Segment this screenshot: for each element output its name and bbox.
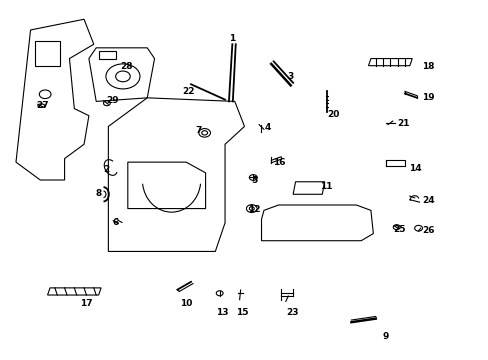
Text: 3: 3 — [287, 72, 293, 81]
Text: 23: 23 — [285, 308, 298, 317]
Text: 5: 5 — [250, 176, 257, 185]
Text: 19: 19 — [421, 93, 434, 102]
Text: 10: 10 — [180, 299, 192, 308]
Text: 11: 11 — [319, 182, 332, 191]
Text: 14: 14 — [408, 164, 421, 173]
Text: 18: 18 — [421, 62, 434, 71]
Text: 16: 16 — [273, 158, 285, 167]
Text: 4: 4 — [264, 123, 270, 132]
Text: 15: 15 — [235, 308, 248, 317]
Text: 13: 13 — [216, 308, 228, 317]
Text: 20: 20 — [326, 111, 339, 120]
Text: 2: 2 — [102, 165, 109, 174]
Text: 29: 29 — [106, 96, 118, 105]
Text: 21: 21 — [397, 119, 409, 128]
Text: 1: 1 — [229, 35, 235, 44]
Text: 7: 7 — [195, 126, 201, 135]
Text: 25: 25 — [392, 225, 405, 234]
Text: 22: 22 — [182, 87, 194, 96]
Text: 12: 12 — [247, 205, 260, 214]
Text: 8: 8 — [95, 189, 102, 198]
Text: 6: 6 — [112, 219, 119, 228]
Text: 24: 24 — [421, 196, 434, 205]
Text: 9: 9 — [382, 332, 388, 341]
Text: 26: 26 — [421, 226, 434, 235]
Text: 17: 17 — [80, 299, 93, 308]
Text: 28: 28 — [121, 62, 133, 71]
Text: 27: 27 — [36, 101, 49, 110]
